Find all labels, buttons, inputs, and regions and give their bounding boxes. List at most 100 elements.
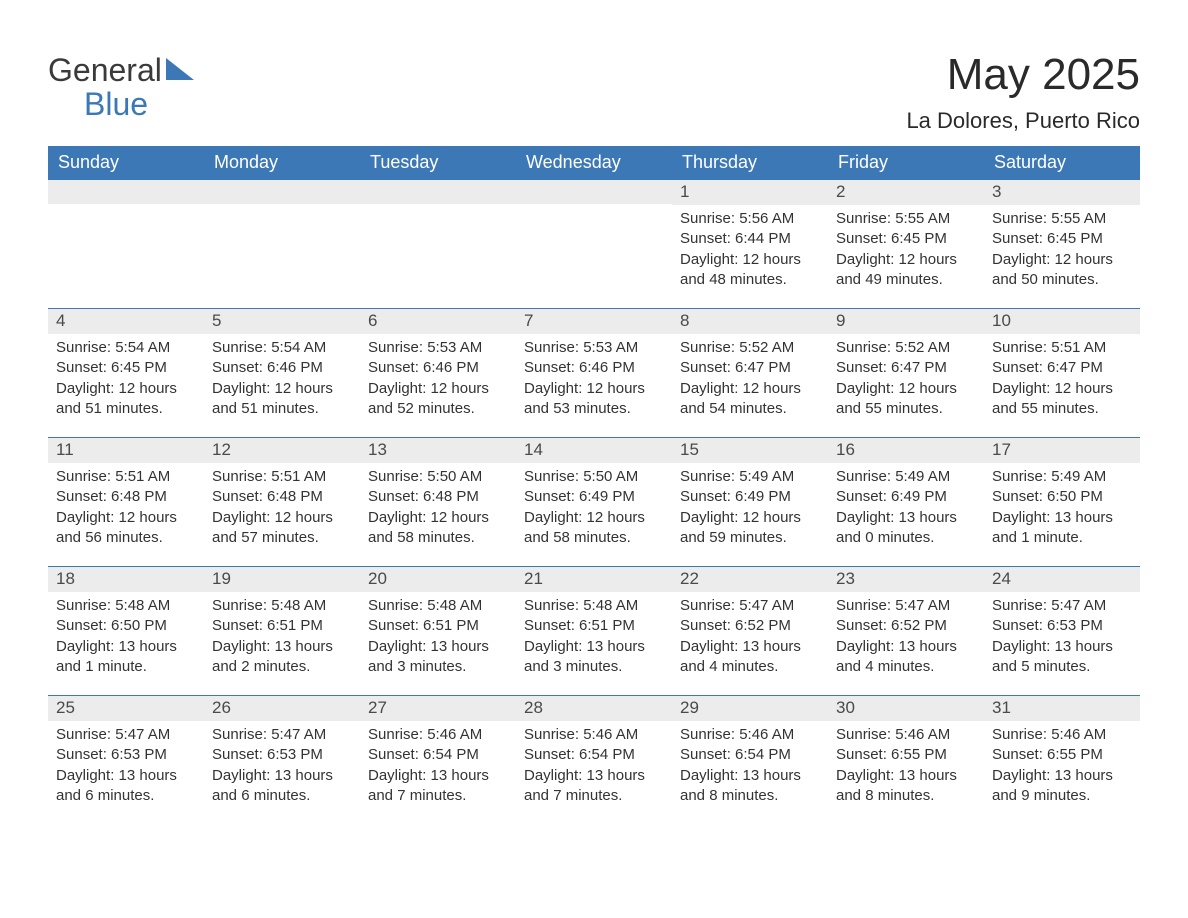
day-number: 19 (204, 567, 360, 592)
weekday-header: Sunday (48, 146, 204, 180)
sunrise-text: Sunrise: 5:56 AM (680, 209, 820, 229)
sunrise-text: Sunrise: 5:48 AM (524, 596, 664, 616)
week-row: 4Sunrise: 5:54 AMSunset: 6:45 PMDaylight… (48, 308, 1140, 437)
day-cell: 31Sunrise: 5:46 AMSunset: 6:55 PMDayligh… (984, 696, 1140, 824)
day-number: 20 (360, 567, 516, 592)
daylight-text: Daylight: 13 hours and 1 minute. (992, 508, 1132, 549)
week-row: 25Sunrise: 5:47 AMSunset: 6:53 PMDayligh… (48, 695, 1140, 824)
day-number: 26 (204, 696, 360, 721)
day-cell: 17Sunrise: 5:49 AMSunset: 6:50 PMDayligh… (984, 438, 1140, 566)
day-body: Sunrise: 5:46 AMSunset: 6:54 PMDaylight:… (360, 721, 516, 806)
sunrise-text: Sunrise: 5:46 AM (992, 725, 1132, 745)
daylight-text: Daylight: 12 hours and 56 minutes. (56, 508, 196, 549)
day-number: 27 (360, 696, 516, 721)
day-number: 24 (984, 567, 1140, 592)
sunrise-text: Sunrise: 5:55 AM (836, 209, 976, 229)
day-number: 3 (984, 180, 1140, 205)
day-cell: 25Sunrise: 5:47 AMSunset: 6:53 PMDayligh… (48, 696, 204, 824)
day-body: Sunrise: 5:47 AMSunset: 6:53 PMDaylight:… (204, 721, 360, 806)
sunset-text: Sunset: 6:50 PM (56, 616, 196, 636)
day-number: 7 (516, 309, 672, 334)
brand-text: General Blue (48, 54, 162, 121)
sunset-text: Sunset: 6:49 PM (836, 487, 976, 507)
day-body: Sunrise: 5:46 AMSunset: 6:55 PMDaylight:… (828, 721, 984, 806)
daylight-text: Daylight: 13 hours and 8 minutes. (680, 766, 820, 807)
weekday-header: Monday (204, 146, 360, 180)
day-body: Sunrise: 5:48 AMSunset: 6:51 PMDaylight:… (204, 592, 360, 677)
sunset-text: Sunset: 6:45 PM (992, 229, 1132, 249)
sunset-text: Sunset: 6:54 PM (368, 745, 508, 765)
sunrise-text: Sunrise: 5:46 AM (680, 725, 820, 745)
daylight-text: Daylight: 12 hours and 55 minutes. (992, 379, 1132, 420)
sunrise-text: Sunrise: 5:51 AM (56, 467, 196, 487)
day-number: 25 (48, 696, 204, 721)
day-cell: 3Sunrise: 5:55 AMSunset: 6:45 PMDaylight… (984, 180, 1140, 308)
daylight-text: Daylight: 12 hours and 52 minutes. (368, 379, 508, 420)
daylight-text: Daylight: 12 hours and 59 minutes. (680, 508, 820, 549)
sunrise-text: Sunrise: 5:54 AM (56, 338, 196, 358)
daylight-text: Daylight: 12 hours and 58 minutes. (368, 508, 508, 549)
daylight-text: Daylight: 13 hours and 7 minutes. (524, 766, 664, 807)
daylight-text: Daylight: 13 hours and 8 minutes. (836, 766, 976, 807)
location-subtitle: La Dolores, Puerto Rico (906, 108, 1140, 134)
title-block: May 2025 La Dolores, Puerto Rico (906, 30, 1140, 134)
day-cell: 29Sunrise: 5:46 AMSunset: 6:54 PMDayligh… (672, 696, 828, 824)
day-body: Sunrise: 5:46 AMSunset: 6:54 PMDaylight:… (516, 721, 672, 806)
day-number: 9 (828, 309, 984, 334)
sunrise-text: Sunrise: 5:53 AM (524, 338, 664, 358)
day-cell: 8Sunrise: 5:52 AMSunset: 6:47 PMDaylight… (672, 309, 828, 437)
sunrise-text: Sunrise: 5:55 AM (992, 209, 1132, 229)
day-body: Sunrise: 5:52 AMSunset: 6:47 PMDaylight:… (828, 334, 984, 419)
brand-text-top: General (48, 52, 162, 88)
day-number: 4 (48, 309, 204, 334)
sunrise-text: Sunrise: 5:50 AM (368, 467, 508, 487)
sunset-text: Sunset: 6:45 PM (56, 358, 196, 378)
day-cell: 14Sunrise: 5:50 AMSunset: 6:49 PMDayligh… (516, 438, 672, 566)
day-body: Sunrise: 5:56 AMSunset: 6:44 PMDaylight:… (672, 205, 828, 290)
day-cell: 9Sunrise: 5:52 AMSunset: 6:47 PMDaylight… (828, 309, 984, 437)
sunset-text: Sunset: 6:51 PM (368, 616, 508, 636)
sunset-text: Sunset: 6:45 PM (836, 229, 976, 249)
day-number: 31 (984, 696, 1140, 721)
day-cell: 10Sunrise: 5:51 AMSunset: 6:47 PMDayligh… (984, 309, 1140, 437)
daylight-text: Daylight: 13 hours and 4 minutes. (680, 637, 820, 678)
daylight-text: Daylight: 13 hours and 3 minutes. (368, 637, 508, 678)
daylight-text: Daylight: 13 hours and 6 minutes. (56, 766, 196, 807)
day-body: Sunrise: 5:51 AMSunset: 6:48 PMDaylight:… (204, 463, 360, 548)
day-cell: 21Sunrise: 5:48 AMSunset: 6:51 PMDayligh… (516, 567, 672, 695)
week-row: 11Sunrise: 5:51 AMSunset: 6:48 PMDayligh… (48, 437, 1140, 566)
sunset-text: Sunset: 6:50 PM (992, 487, 1132, 507)
daylight-text: Daylight: 13 hours and 9 minutes. (992, 766, 1132, 807)
day-number: 11 (48, 438, 204, 463)
sunset-text: Sunset: 6:46 PM (524, 358, 664, 378)
sunset-text: Sunset: 6:53 PM (56, 745, 196, 765)
day-number: 18 (48, 567, 204, 592)
sunset-text: Sunset: 6:55 PM (836, 745, 976, 765)
day-body: Sunrise: 5:50 AMSunset: 6:49 PMDaylight:… (516, 463, 672, 548)
day-number (360, 180, 516, 204)
weekday-header-row: Sunday Monday Tuesday Wednesday Thursday… (48, 146, 1140, 180)
daylight-text: Daylight: 13 hours and 0 minutes. (836, 508, 976, 549)
sunrise-text: Sunrise: 5:54 AM (212, 338, 352, 358)
sunrise-text: Sunrise: 5:46 AM (836, 725, 976, 745)
sunset-text: Sunset: 6:46 PM (368, 358, 508, 378)
sunrise-text: Sunrise: 5:50 AM (524, 467, 664, 487)
day-number: 29 (672, 696, 828, 721)
day-body: Sunrise: 5:52 AMSunset: 6:47 PMDaylight:… (672, 334, 828, 419)
day-number: 10 (984, 309, 1140, 334)
sunrise-text: Sunrise: 5:52 AM (680, 338, 820, 358)
daylight-text: Daylight: 12 hours and 53 minutes. (524, 379, 664, 420)
day-cell: 5Sunrise: 5:54 AMSunset: 6:46 PMDaylight… (204, 309, 360, 437)
day-cell: 19Sunrise: 5:48 AMSunset: 6:51 PMDayligh… (204, 567, 360, 695)
daylight-text: Daylight: 12 hours and 51 minutes. (212, 379, 352, 420)
day-cell: 23Sunrise: 5:47 AMSunset: 6:52 PMDayligh… (828, 567, 984, 695)
sunrise-text: Sunrise: 5:46 AM (368, 725, 508, 745)
day-cell: 22Sunrise: 5:47 AMSunset: 6:52 PMDayligh… (672, 567, 828, 695)
day-number: 15 (672, 438, 828, 463)
day-body: Sunrise: 5:47 AMSunset: 6:52 PMDaylight:… (672, 592, 828, 677)
week-row: 18Sunrise: 5:48 AMSunset: 6:50 PMDayligh… (48, 566, 1140, 695)
day-number: 23 (828, 567, 984, 592)
day-body: Sunrise: 5:48 AMSunset: 6:50 PMDaylight:… (48, 592, 204, 677)
day-body: Sunrise: 5:46 AMSunset: 6:55 PMDaylight:… (984, 721, 1140, 806)
day-cell: 7 Sunrise: 5:53 AMSunset: 6:46 PMDaylight… (516, 309, 672, 437)
